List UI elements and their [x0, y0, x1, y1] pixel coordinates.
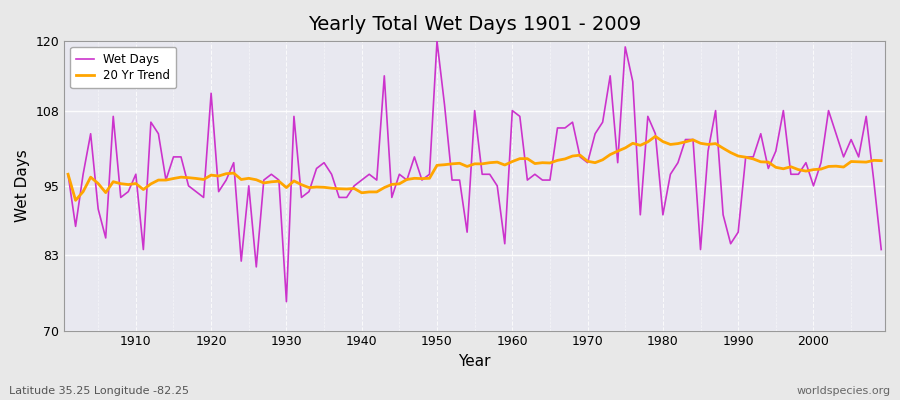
Wet Days [876, 247, 886, 252]
20 Yr Trend [296, 182, 307, 187]
Y-axis label: Wet Days: Wet Days [15, 150, 30, 222]
X-axis label: Year: Year [458, 354, 491, 369]
Wet Days [281, 299, 292, 304]
Wet Days [515, 114, 526, 119]
Legend: Wet Days, 20 Yr Trend: Wet Days, 20 Yr Trend [70, 47, 176, 88]
20 Yr Trend [605, 152, 616, 157]
Wet Days [612, 160, 623, 165]
20 Yr Trend [70, 198, 81, 203]
Wet Days [341, 195, 352, 200]
Wet Days [123, 189, 134, 194]
Text: Latitude 35.25 Longitude -82.25: Latitude 35.25 Longitude -82.25 [9, 386, 189, 396]
20 Yr Trend [650, 134, 661, 139]
20 Yr Trend [130, 181, 141, 186]
Line: 20 Yr Trend: 20 Yr Trend [68, 136, 881, 200]
Title: Yearly Total Wet Days 1901 - 2009: Yearly Total Wet Days 1901 - 2009 [308, 15, 642, 34]
Line: Wet Days: Wet Days [68, 41, 881, 302]
20 Yr Trend [341, 187, 352, 192]
Text: worldspecies.org: worldspecies.org [796, 386, 891, 396]
20 Yr Trend [876, 158, 886, 163]
Wet Days [296, 195, 307, 200]
20 Yr Trend [507, 159, 517, 164]
20 Yr Trend [63, 172, 74, 177]
20 Yr Trend [515, 156, 526, 161]
Wet Days [63, 172, 74, 177]
Wet Days [432, 39, 443, 44]
Wet Days [522, 178, 533, 182]
